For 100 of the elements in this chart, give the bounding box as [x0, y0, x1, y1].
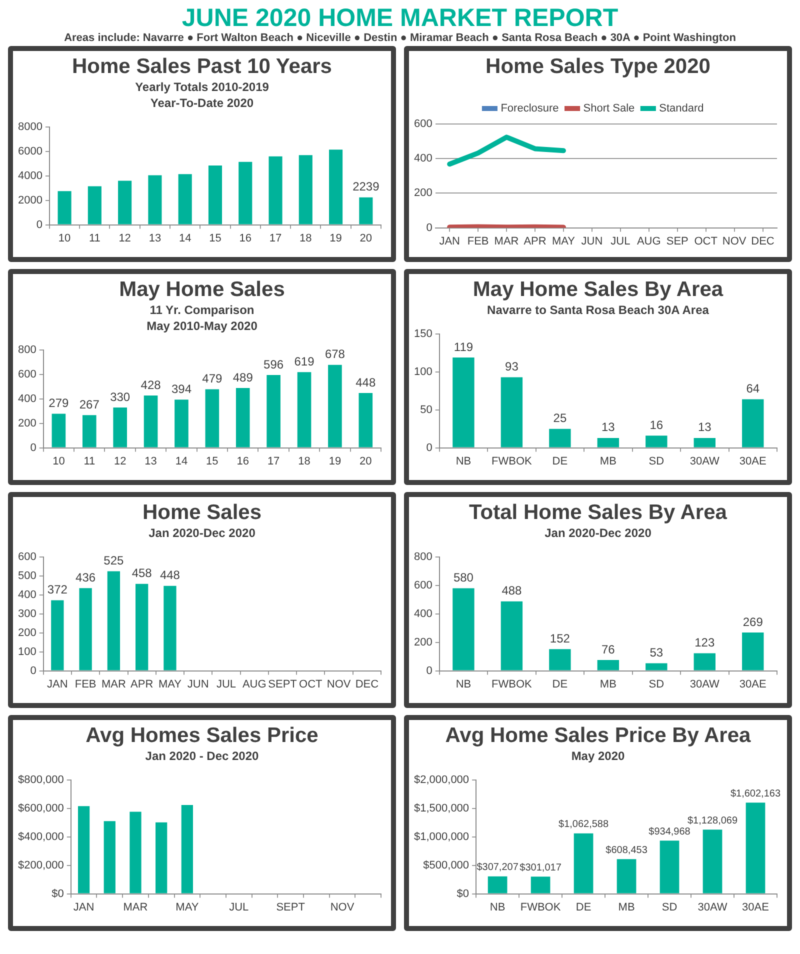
x-tick-label: NB	[490, 901, 506, 914]
bar	[742, 399, 764, 448]
y-tick-label: 200	[414, 636, 432, 648]
text: JUNE 2020 HOME MARKET REPORT	[180, 4, 620, 32]
x-tick-label: SEP	[666, 235, 688, 248]
bar	[113, 407, 127, 448]
bar	[530, 876, 550, 894]
chart-title: Avg Home Sales Price By Area	[444, 723, 752, 748]
y-tick-label: $200,000	[18, 859, 64, 872]
legend-label: Standard	[659, 102, 704, 115]
y-tick-label: 400	[414, 608, 432, 620]
data-label: 279	[48, 396, 70, 410]
x-tick-label: MB	[618, 901, 635, 914]
y-tick-label: 50	[420, 404, 432, 416]
bar	[452, 588, 474, 670]
x-tick-label: 12	[118, 232, 131, 244]
x-tick-label: MAR	[101, 678, 126, 690]
legend-label: Foreclosure	[500, 102, 559, 115]
x-tick-label: 17	[269, 232, 282, 244]
chart-subtitle: Jan 2020-Dec 2020	[148, 525, 256, 541]
data-label: 25	[553, 411, 567, 426]
y-tick-label: $400,000	[18, 830, 64, 843]
y-tick-label: 300	[18, 608, 36, 620]
chart-title: Home Sales Past 10 Years	[71, 54, 333, 79]
y-tick-label: 400	[18, 392, 36, 405]
bar	[358, 393, 373, 448]
bar	[660, 840, 680, 894]
data-label: 123	[694, 636, 715, 650]
x-tick-label: NOV	[326, 678, 352, 690]
bar	[329, 150, 343, 224]
data-label: $1,062,588	[558, 819, 609, 830]
data-label: $307,207	[476, 862, 519, 874]
y-tick-label: 600	[414, 118, 432, 130]
y-tick-label: 600	[18, 551, 36, 564]
x-tick-label: SEPT	[276, 901, 306, 914]
data-label: 448	[160, 568, 180, 582]
x-tick-label: SD	[648, 678, 664, 690]
chart-subtitle: Jan 2020-Dec 2020	[544, 525, 652, 541]
data-label: 152	[550, 631, 570, 646]
bar	[297, 372, 312, 448]
x-tick-label: 14	[178, 232, 192, 244]
bar	[82, 415, 96, 448]
y-tick-label: 4000	[18, 170, 42, 182]
x-tick-label: DEC	[751, 235, 774, 248]
x-tick-label: 20	[360, 232, 372, 244]
bar	[702, 830, 722, 894]
y-tick-label: 0	[426, 442, 432, 454]
x-tick-label: MB	[600, 455, 616, 468]
x-tick-label: AUG	[636, 235, 661, 248]
chart-title: Total Home Sales By Area	[468, 500, 728, 525]
bar	[746, 802, 766, 894]
y-tick-label: 800	[414, 551, 432, 564]
bar	[488, 876, 508, 894]
x-tick-label: 30AW	[698, 901, 728, 914]
chart-subtitle: Navarre to Santa Rosa Beach 30A Area	[486, 302, 710, 318]
y-tick-label: $1,500,000	[414, 802, 470, 814]
y-tick-label: 200	[18, 626, 36, 639]
x-tick-label: MAR	[123, 901, 148, 914]
y-tick-label: $2,000,000	[414, 774, 470, 786]
bar	[597, 660, 620, 670]
x-tick-label: DE	[552, 455, 568, 468]
x-tick-label: MAR	[494, 235, 519, 248]
data-label: 428	[140, 378, 162, 392]
x-tick-label: 13	[144, 455, 157, 468]
y-tick-label: 6000	[18, 145, 42, 158]
x-tick-label: FEB	[467, 235, 489, 248]
x-tick-label: FEB	[74, 678, 96, 690]
y-tick-label: 150	[414, 328, 432, 340]
chart-subtitle: May 2020	[570, 748, 626, 764]
data-label: $934,968	[648, 826, 691, 838]
x-tick-label: JUL	[216, 678, 236, 690]
bar	[118, 180, 132, 224]
y-tick-label: 200	[414, 187, 432, 200]
bar	[298, 155, 312, 224]
y-tick-label: $0	[52, 888, 64, 900]
x-tick-label: 30AE	[742, 901, 769, 914]
x-tick-label: 13	[148, 232, 162, 244]
x-tick-label: 19	[328, 455, 342, 468]
y-tick-label: 2000	[18, 194, 42, 206]
x-tick-label: SEPT	[268, 678, 298, 690]
x-tick-label: 30AE	[739, 678, 766, 690]
data-label: 330	[110, 390, 130, 404]
data-label: 76	[601, 642, 616, 656]
bar	[694, 653, 716, 670]
x-tick-label: 11	[88, 232, 100, 244]
x-tick-label: 15	[206, 455, 218, 468]
y-tick-label: 600	[414, 579, 432, 592]
data-label: 525	[104, 554, 124, 568]
x-tick-label: JUL	[229, 901, 249, 914]
x-tick-label: MAY	[552, 235, 576, 248]
x-tick-label: NB	[456, 678, 472, 690]
data-label: 53	[650, 646, 664, 660]
x-tick-label: 16	[239, 232, 252, 244]
data-label: 269	[742, 614, 764, 629]
data-label: 16	[650, 418, 664, 432]
bar	[58, 191, 72, 224]
x-tick-label: 10	[52, 455, 65, 468]
text: Areas include: Navarre ● Fort Walton Beach ● Niceville ● Destin ● Miramar Beach ● Santa Rosa Beach ● 30A ● Point Washington	[63, 32, 737, 45]
bar	[574, 833, 594, 894]
x-tick-label: JAN	[73, 901, 94, 914]
